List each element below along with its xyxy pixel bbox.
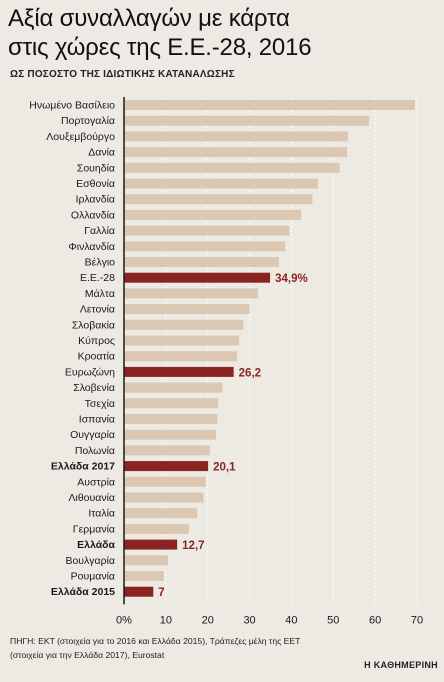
x-tick-label: 0% (116, 614, 132, 626)
category-label: Πορτογαλία (61, 115, 115, 127)
bar (124, 508, 198, 519)
bar (124, 162, 340, 173)
data-label: 20,1 (213, 462, 236, 474)
bar (124, 523, 189, 534)
category-label: Κύπρος (78, 335, 115, 347)
source-note: ΠΗΓΗ: ΕΚΤ (στοιχεία για το 2016 και Ελλά… (10, 634, 340, 662)
bar (124, 257, 279, 267)
publisher-logo: Η ΚΑΘΗΜΕΡΙΝΗ (364, 660, 438, 670)
bar (124, 414, 218, 424)
bar (124, 209, 302, 220)
bar-chart: Ηνωμένο Βασίλειο Πορτογαλία Λουξεμβούργο Δα… (29, 97, 423, 626)
category-label: Σλοβακία (72, 319, 115, 331)
category-label: Ιρλανδία (76, 194, 115, 206)
bar (124, 115, 369, 126)
bar (124, 241, 286, 252)
bar (124, 492, 204, 503)
bar (124, 225, 290, 236)
bar (124, 194, 313, 205)
bar (124, 288, 258, 299)
chart-title: Αξία συναλλαγών με κάρτα στις χώρες της … (8, 4, 438, 62)
bar (124, 366, 234, 377)
category-label: Ελλάδα (77, 539, 115, 551)
category-label: Ολλανδία (71, 209, 115, 221)
chart-title-line1: Αξία συναλλαγών με κάρτα (8, 5, 290, 32)
category-label: Ευρωζώνη (65, 366, 115, 378)
category-label: Εσθονία (76, 178, 115, 190)
category-label: Ε.Ε.-28 (80, 272, 115, 284)
category-label: Ιταλία (88, 508, 115, 520)
category-label: Μάλτα (85, 288, 115, 300)
category-label: Αυστρία (77, 476, 115, 488)
bar (124, 586, 154, 597)
x-tick-label: 60 (369, 614, 381, 626)
category-label: Βουλγαρία (65, 555, 115, 567)
bar (124, 100, 415, 110)
category-label: Ηνωμένο Βασίλειο (29, 100, 115, 112)
x-tick-label: 10 (160, 614, 172, 626)
bar (124, 351, 238, 362)
category-label: Ελλάδα 2015 (51, 586, 115, 598)
category-label: Λετονία (80, 304, 115, 316)
category-label: Τσεχία (85, 398, 115, 410)
category-label: Φινλανδία (68, 241, 115, 253)
category-label: Λουξεμβούργο (46, 131, 115, 143)
chart-subtitle: ΩΣ ΠΟΣΟΣΤΟ ΤΗΣ ΙΔΙΩΤΙΚΗΣ ΚΑΤΑΝΑΛΩΣΗΣ (10, 69, 235, 80)
category-label: Ρουμανία (71, 571, 115, 583)
category-label: Γαλλία (84, 225, 115, 237)
x-tick-label: 20 (202, 614, 214, 626)
category-label: Σλοβενία (73, 382, 115, 394)
bar (124, 476, 206, 487)
bar (124, 178, 318, 189)
category-label: Ουγγαρία (70, 429, 115, 441)
data-label: 34,9% (275, 273, 308, 285)
category-label: Ισπανία (79, 414, 115, 426)
category-label: Γερμανία (73, 523, 115, 535)
source-line2: (στοιχεία για την Ελλάδα 2017), Eurostat (10, 650, 165, 660)
x-tick-label: 50 (327, 614, 339, 626)
bar (124, 304, 250, 315)
bar (124, 539, 178, 550)
bar (124, 445, 210, 456)
bar (124, 147, 348, 158)
bar (124, 571, 164, 581)
bar (124, 319, 244, 330)
source-line1: ΠΗΓΗ: ΕΚΤ (στοιχεία για το 2016 και Ελλά… (10, 636, 301, 646)
category-label: Πολωνία (75, 445, 115, 457)
data-label: 12,7 (182, 540, 204, 552)
bar (124, 429, 217, 440)
bar (124, 382, 223, 393)
data-label: 7 (158, 587, 164, 599)
bar (124, 272, 271, 283)
bar (124, 555, 168, 566)
category-label: Λιθουανία (69, 492, 116, 504)
x-tick-label: 40 (285, 614, 297, 626)
bar (124, 461, 209, 472)
x-tick-label: 70 (411, 614, 423, 626)
category-label: Σουηδία (77, 162, 115, 174)
bar (124, 335, 240, 346)
chart-title-line2: στις χώρες της Ε.Ε.-28, 2016 (8, 34, 312, 61)
bar (124, 398, 219, 409)
category-label: Βέλγιο (85, 257, 116, 269)
bar (124, 131, 348, 142)
category-label: Δανία (88, 147, 115, 159)
category-label: Ελλάδα 2017 (51, 461, 115, 473)
data-label: 26,2 (239, 367, 261, 379)
category-label: Κροατία (78, 351, 115, 363)
x-tick-label: 30 (243, 614, 255, 626)
